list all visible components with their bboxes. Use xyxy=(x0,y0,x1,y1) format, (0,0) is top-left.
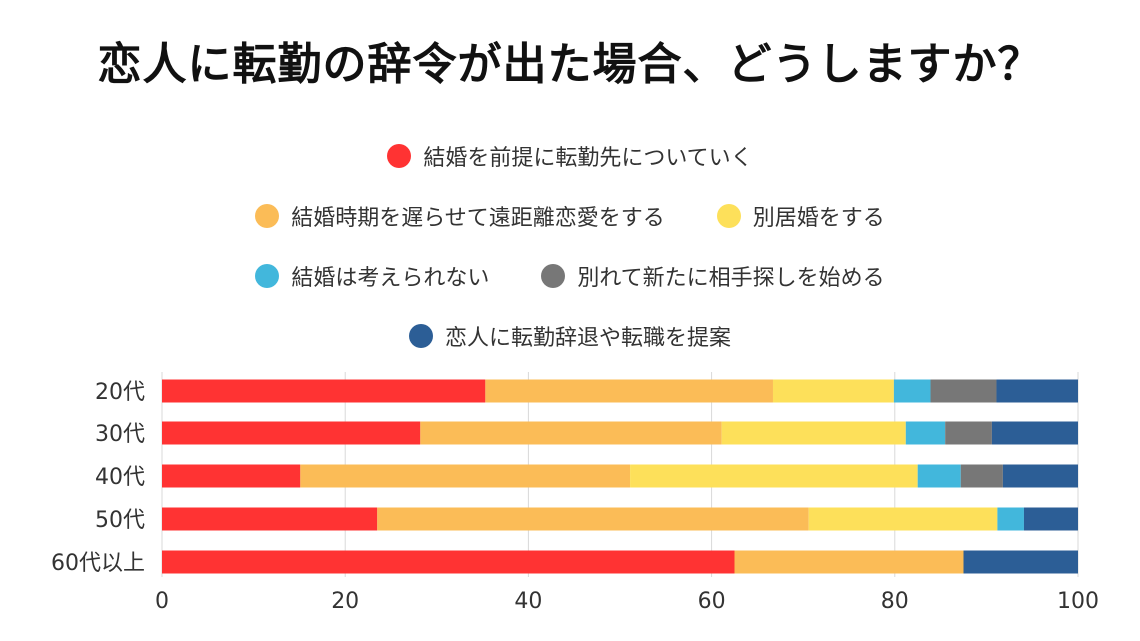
legend-row: 結婚を前提に転勤先についていく xyxy=(0,139,1140,173)
legend-row: 結婚時期を遅らせて遠距離恋愛をする 別居婚をする xyxy=(0,199,1140,233)
legend-swatch xyxy=(255,204,280,228)
legend-row: 結婚は考えられない 別れて新たに相手探しを始める xyxy=(0,259,1140,293)
bar-segment xyxy=(721,421,906,445)
bar-segment xyxy=(420,421,722,445)
category-label: 40代 xyxy=(95,465,145,490)
bar-segment xyxy=(734,550,964,574)
bar-segment xyxy=(991,421,1078,445)
bar-segment xyxy=(945,421,992,445)
legend-item: 恋人に転勤辞退や転職を提案 xyxy=(408,320,731,352)
bar-segment xyxy=(930,379,997,403)
chart-title: 恋人に転勤の辞令が出た場合、どうしますか？ xyxy=(97,39,1043,90)
x-tick-label: 100 xyxy=(1057,589,1099,614)
legend-swatch xyxy=(408,324,433,348)
legend-item: 別れて新たに相手探しを始める xyxy=(541,260,885,292)
bar-segment xyxy=(630,464,918,488)
legend-swatch xyxy=(716,204,741,228)
legend-swatch xyxy=(255,264,280,288)
bar-segment xyxy=(893,379,931,403)
bar-segment xyxy=(960,464,1003,488)
legend-label: 結婚を前提に転勤先についていく xyxy=(423,146,753,171)
legend-label: 別れて新たに相手探しを始める xyxy=(577,266,885,291)
x-tick-label: 0 xyxy=(155,589,169,614)
legend-label: 別居婚をする xyxy=(752,206,885,231)
bar-segment xyxy=(917,464,961,488)
x-tick-label: 40 xyxy=(514,589,542,614)
bar-segment xyxy=(772,379,894,403)
legend-label: 結婚は考えられない xyxy=(291,266,490,291)
category-label: 60代以上 xyxy=(51,551,145,576)
bar-segment xyxy=(300,464,631,488)
legend-item: 結婚時期を遅らせて遠距離恋愛をする xyxy=(255,200,665,232)
legend-row: 恋人に転勤辞退や転職を提案 xyxy=(0,319,1140,353)
legend-label: 恋人に転勤辞退や転職を提案 xyxy=(444,326,731,351)
x-tick-label: 60 xyxy=(698,589,726,614)
bar-segment xyxy=(485,379,773,403)
bar-segment xyxy=(162,507,378,531)
bar-segment xyxy=(996,379,1078,403)
bar-segment xyxy=(162,421,421,445)
x-tick-label: 20 xyxy=(331,589,359,614)
category-label: 50代 xyxy=(95,508,145,533)
legend-swatch xyxy=(541,264,566,288)
bar-segment xyxy=(963,550,1078,574)
bar-segment xyxy=(905,421,946,445)
x-tick-label: 80 xyxy=(881,589,909,614)
bar-segment xyxy=(808,507,998,531)
legend-item: 結婚は考えられない xyxy=(255,260,489,292)
category-label: 30代 xyxy=(95,422,145,447)
bar-segment xyxy=(1002,464,1078,488)
legend-item: 結婚を前提に転勤先についていく xyxy=(387,140,753,172)
legend-swatch xyxy=(387,144,412,168)
category-label: 20代 xyxy=(95,380,145,405)
bar-segment xyxy=(997,507,1024,531)
bar-segment xyxy=(1023,507,1078,531)
bar-segment xyxy=(162,550,735,574)
bar-segment xyxy=(377,507,809,531)
bar-segment xyxy=(162,464,301,488)
bar-segment xyxy=(162,379,486,403)
legend-label: 結婚時期を遅らせて遠距離恋愛をする xyxy=(291,206,665,231)
legend-item: 別居婚をする xyxy=(716,200,885,232)
